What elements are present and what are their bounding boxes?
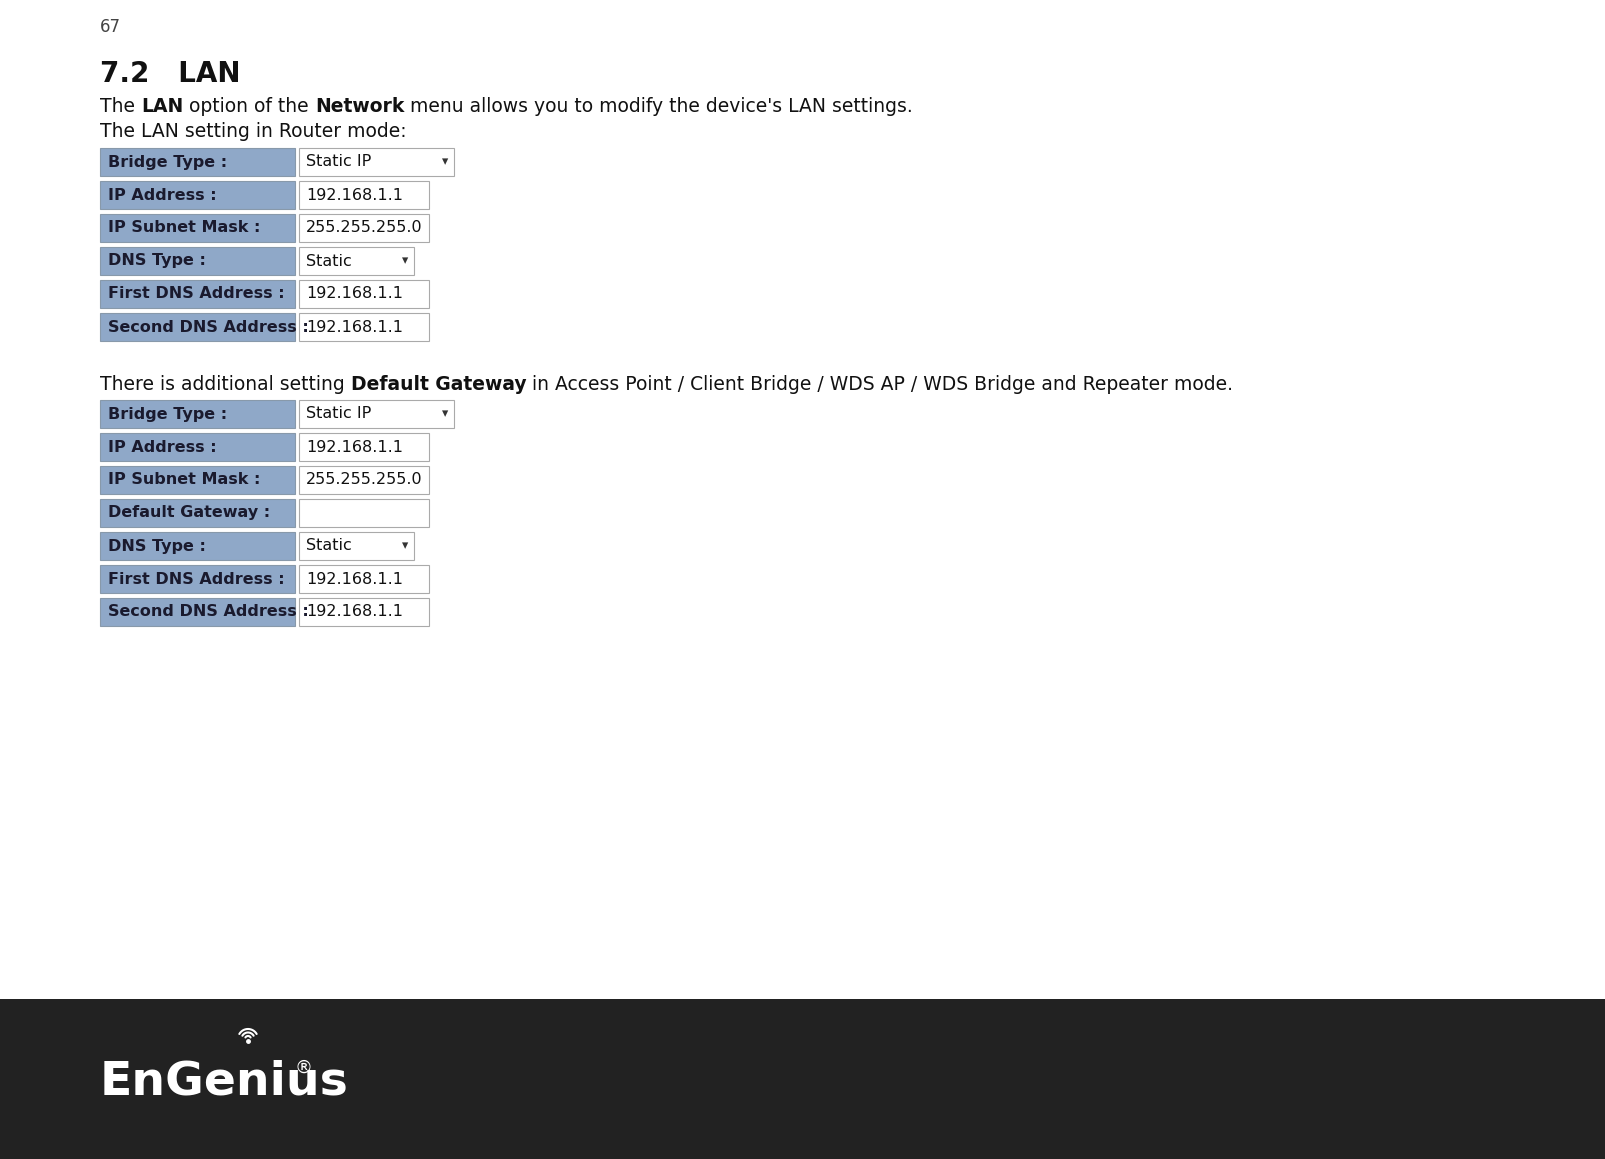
- Text: 192.168.1.1: 192.168.1.1: [307, 439, 403, 454]
- Text: 192.168.1.1: 192.168.1.1: [307, 571, 403, 586]
- Text: Static IP: Static IP: [307, 154, 371, 169]
- Bar: [299, 181, 429, 209]
- Text: EnGenius: EnGenius: [100, 1059, 348, 1105]
- Bar: [100, 564, 295, 593]
- Text: Second DNS Address :: Second DNS Address :: [108, 605, 308, 620]
- Text: 192.168.1.1: 192.168.1.1: [307, 605, 403, 620]
- Bar: [299, 564, 429, 593]
- Bar: [299, 532, 414, 560]
- Text: IP Subnet Mask :: IP Subnet Mask :: [108, 220, 260, 235]
- Text: Static IP: Static IP: [307, 407, 371, 422]
- Bar: [299, 247, 414, 275]
- Text: 67: 67: [100, 19, 120, 36]
- Bar: [100, 214, 295, 242]
- Text: There is additional setting: There is additional setting: [100, 376, 350, 394]
- Text: ▾: ▾: [441, 155, 448, 168]
- Bar: [0, 999, 1605, 1159]
- Text: Static: Static: [307, 254, 351, 269]
- Bar: [299, 214, 429, 242]
- Bar: [100, 181, 295, 209]
- Text: Network: Network: [315, 97, 404, 116]
- Text: The LAN setting in Router mode:: The LAN setting in Router mode:: [100, 122, 406, 141]
- Text: First DNS Address :: First DNS Address :: [108, 571, 284, 586]
- Text: IP Address :: IP Address :: [108, 439, 217, 454]
- Text: Bridge Type :: Bridge Type :: [108, 154, 226, 169]
- Bar: [100, 466, 295, 494]
- Text: IP Subnet Mask :: IP Subnet Mask :: [108, 473, 260, 488]
- Text: Second DNS Address :: Second DNS Address :: [108, 320, 308, 335]
- Text: First DNS Address :: First DNS Address :: [108, 286, 284, 301]
- Bar: [100, 532, 295, 560]
- Bar: [299, 280, 429, 308]
- Text: Default Gateway: Default Gateway: [350, 376, 526, 394]
- Text: DNS Type :: DNS Type :: [108, 254, 205, 269]
- Text: IP Address :: IP Address :: [108, 188, 217, 203]
- Bar: [299, 148, 454, 176]
- Text: Bridge Type :: Bridge Type :: [108, 407, 226, 422]
- Text: ®: ®: [295, 1059, 313, 1077]
- Text: The: The: [100, 97, 141, 116]
- Text: ▾: ▾: [401, 539, 408, 553]
- Bar: [299, 500, 429, 527]
- Bar: [100, 313, 295, 341]
- Text: 192.168.1.1: 192.168.1.1: [307, 320, 403, 335]
- Text: ▾: ▾: [401, 255, 408, 268]
- Text: Default Gateway :: Default Gateway :: [108, 505, 270, 520]
- Bar: [299, 400, 454, 428]
- Text: 255.255.255.0: 255.255.255.0: [307, 473, 422, 488]
- Bar: [299, 466, 429, 494]
- Text: 192.168.1.1: 192.168.1.1: [307, 188, 403, 203]
- Text: in Access Point / Client Bridge / WDS AP / WDS Bridge and Repeater mode.: in Access Point / Client Bridge / WDS AP…: [526, 376, 1233, 394]
- Text: Static: Static: [307, 539, 351, 554]
- Text: DNS Type :: DNS Type :: [108, 539, 205, 554]
- Bar: [100, 280, 295, 308]
- Text: option of the: option of the: [183, 97, 315, 116]
- Text: ▾: ▾: [441, 408, 448, 421]
- Text: 192.168.1.1: 192.168.1.1: [307, 286, 403, 301]
- Text: 7.2   LAN: 7.2 LAN: [100, 60, 241, 88]
- Bar: [100, 433, 295, 461]
- Text: menu allows you to modify the device's LAN settings.: menu allows you to modify the device's L…: [404, 97, 912, 116]
- Bar: [100, 247, 295, 275]
- Bar: [100, 400, 295, 428]
- Bar: [100, 500, 295, 527]
- Bar: [299, 313, 429, 341]
- Bar: [100, 598, 295, 626]
- Bar: [299, 598, 429, 626]
- Bar: [100, 148, 295, 176]
- Text: LAN: LAN: [141, 97, 183, 116]
- Text: 255.255.255.0: 255.255.255.0: [307, 220, 422, 235]
- Bar: [299, 433, 429, 461]
